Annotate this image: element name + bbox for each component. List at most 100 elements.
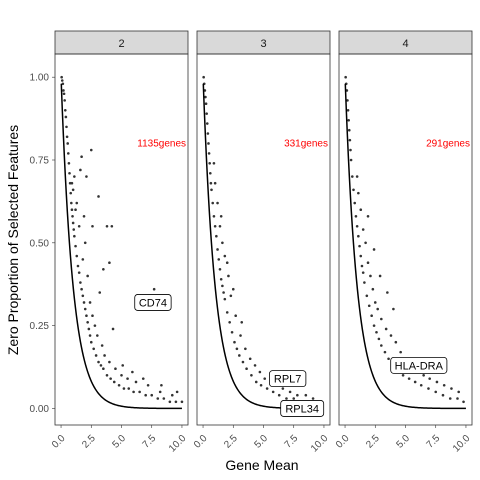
data-point	[120, 374, 123, 377]
data-point	[215, 235, 218, 238]
data-point	[255, 381, 258, 384]
data-point	[71, 215, 74, 218]
data-point	[78, 225, 81, 228]
data-point	[62, 89, 65, 92]
data-point	[305, 394, 308, 397]
data-point	[73, 175, 76, 178]
data-point	[75, 255, 78, 258]
data-point	[356, 175, 359, 178]
data-point	[362, 228, 365, 231]
data-point	[84, 308, 87, 311]
data-point	[230, 295, 233, 298]
data-point	[181, 401, 184, 404]
gene-label: RPL7	[274, 374, 302, 386]
panels-layer: 2 1135genes CD74 0.0 2.5 5.0 7.5 10.0 3 331genes R…	[30, 31, 473, 455]
data-point	[114, 367, 117, 370]
data-point	[292, 397, 295, 400]
data-point	[72, 222, 75, 225]
data-point	[109, 377, 112, 380]
data-point	[355, 215, 358, 218]
y-tick-label: 0.00	[30, 404, 50, 415]
data-point	[249, 357, 252, 360]
data-point	[434, 391, 437, 394]
data-point	[123, 387, 126, 390]
x-tick-label: 10.0	[309, 433, 331, 455]
data-point	[80, 155, 83, 158]
data-point	[380, 344, 383, 347]
data-point	[233, 341, 236, 344]
data-point	[98, 291, 101, 294]
data-point	[385, 328, 388, 331]
data-point	[171, 394, 174, 397]
data-point	[60, 76, 63, 79]
data-point	[214, 182, 217, 185]
data-point	[77, 265, 80, 268]
data-point	[260, 384, 263, 387]
data-point	[63, 99, 66, 102]
data-point	[153, 288, 156, 291]
data-point	[213, 162, 216, 165]
data-point	[147, 384, 150, 387]
data-point	[366, 295, 369, 298]
data-point	[367, 261, 370, 264]
facet-strip-label: 3	[260, 38, 266, 50]
data-point	[210, 189, 213, 192]
data-point	[213, 215, 216, 218]
data-point	[89, 334, 92, 337]
data-point	[351, 175, 354, 178]
data-point	[357, 235, 360, 238]
data-point	[214, 225, 217, 228]
data-point	[367, 215, 370, 218]
data-point	[91, 225, 94, 228]
data-point	[85, 314, 88, 317]
data-point	[362, 271, 365, 274]
data-point	[106, 374, 109, 377]
data-point	[67, 152, 70, 155]
data-point	[370, 314, 373, 317]
data-point	[88, 328, 91, 331]
data-point	[82, 295, 85, 298]
data-point	[221, 285, 224, 288]
expected-curve	[203, 84, 324, 409]
data-point	[245, 367, 248, 370]
data-point	[205, 112, 208, 115]
data-point	[135, 381, 138, 384]
y-tick-label: 0.50	[30, 238, 50, 249]
data-point	[71, 182, 74, 185]
facet-strip-label: 2	[118, 38, 124, 50]
data-point	[414, 381, 417, 384]
data-point	[349, 149, 352, 152]
data-point	[65, 126, 68, 129]
data-point	[85, 175, 88, 178]
data-point	[231, 331, 234, 334]
x-tick-label: 0.0	[334, 433, 352, 451]
data-point	[259, 371, 262, 374]
data-point	[374, 301, 377, 304]
x-tick-label: 10.0	[451, 433, 473, 455]
gene-count-label: 331genes	[284, 138, 328, 149]
data-point	[359, 208, 362, 211]
data-point	[90, 341, 93, 344]
data-point	[358, 245, 361, 248]
data-point	[61, 79, 64, 82]
data-point	[347, 109, 350, 112]
data-point	[353, 202, 356, 205]
data-point	[73, 235, 76, 238]
data-point	[356, 225, 359, 228]
data-point	[348, 129, 351, 132]
data-point	[108, 361, 111, 364]
data-point	[368, 304, 371, 307]
data-point	[207, 132, 210, 135]
facet-strip-label: 4	[402, 38, 408, 50]
x-tick-label: 2.5	[80, 433, 98, 451]
data-point	[395, 341, 398, 344]
data-point	[205, 102, 208, 105]
data-point	[209, 172, 212, 175]
data-point	[236, 348, 239, 351]
data-point	[92, 348, 95, 351]
data-point	[176, 391, 179, 394]
data-point	[350, 159, 353, 162]
x-tick-label: 5.0	[110, 433, 128, 451]
data-point	[384, 351, 387, 354]
data-point	[380, 318, 383, 321]
